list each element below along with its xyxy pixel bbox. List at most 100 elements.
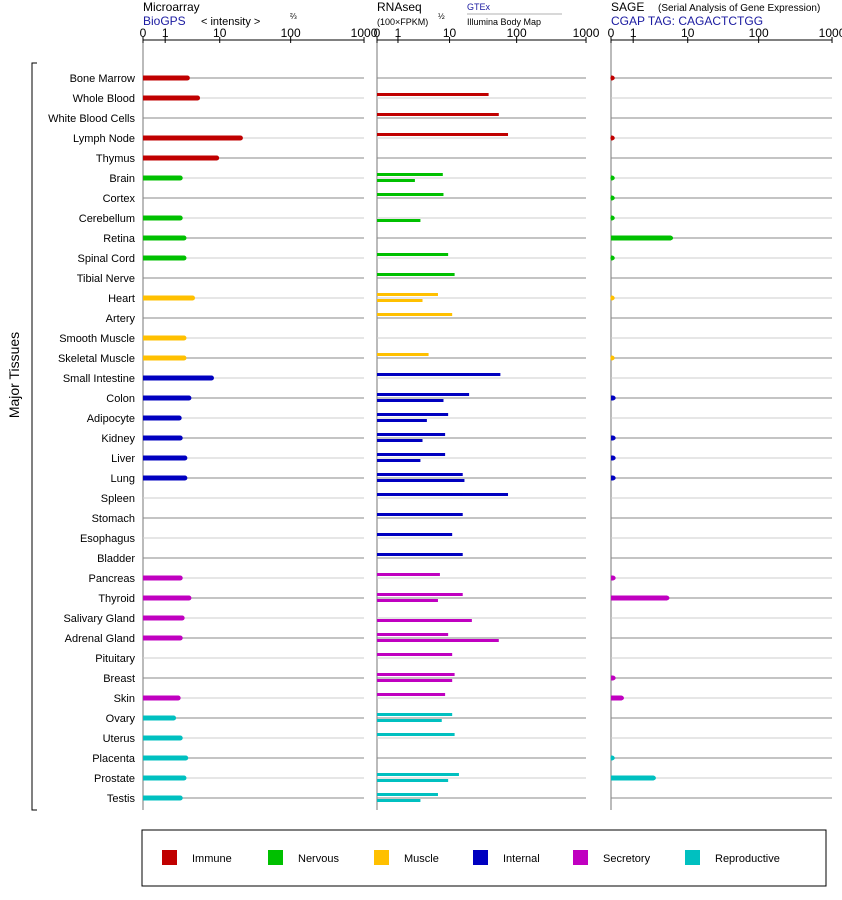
sage-bar-cap <box>610 135 615 141</box>
microarray-title: Microarray <box>143 0 200 14</box>
sage-bar-cap <box>611 435 616 441</box>
tissue-label: Breast <box>103 673 135 685</box>
microarray-bar-cap <box>177 175 183 181</box>
microarray-bar <box>143 295 193 301</box>
microarray-bar-cap <box>177 435 183 441</box>
microarray-bar-cap <box>177 215 183 221</box>
legend-swatch <box>473 850 488 865</box>
microarray-bar-cap <box>181 335 187 341</box>
tissue-label: Brain <box>109 173 135 185</box>
gtex-bar <box>377 593 463 596</box>
legend-label: Secretory <box>603 853 651 865</box>
microarray-tick-label: 10 <box>213 26 227 40</box>
sage-bar-cap <box>668 235 674 241</box>
tissue-label: Artery <box>106 313 136 325</box>
tissue-label: White Blood Cells <box>48 113 135 125</box>
sage-bar-cap <box>611 675 616 681</box>
microarray-tick-label: 0 <box>140 26 147 40</box>
tissue-label: Whole Blood <box>73 93 135 105</box>
microarray-bar-cap <box>177 795 183 801</box>
sage-bar-cap <box>665 595 670 601</box>
tissue-group-bracket <box>31 62 37 811</box>
microarray-bar-cap <box>237 135 243 141</box>
rnaseq-tick-label: 0 <box>374 26 381 40</box>
gtex-bar <box>377 173 443 176</box>
rnaseq-tick-label: 10 <box>443 26 457 40</box>
tissue-label: Retina <box>103 233 136 245</box>
tissue-label: Pituitary <box>95 653 135 665</box>
microarray-axis-note: < intensity > <box>201 16 260 28</box>
rnaseq-source-illumina: Illumina Body Map <box>467 17 541 27</box>
tissue-label: Thyroid <box>98 593 135 605</box>
tissue-rows: Bone Marrow Whole Blood White Blood Cells L… <box>48 73 832 805</box>
tissue-label: Uterus <box>103 733 136 745</box>
microarray-bar-cap <box>182 475 188 481</box>
illumina-bar <box>377 459 421 462</box>
illumina-bar <box>377 439 423 442</box>
gtex-bar <box>377 473 463 476</box>
tissue-label: Prostate <box>94 773 135 785</box>
microarray-bar <box>143 455 185 461</box>
legend-box <box>141 829 827 887</box>
gtex-bar <box>377 693 446 696</box>
microarray-bar <box>143 475 185 481</box>
gtex-bar <box>377 653 453 656</box>
gtex-bar <box>377 573 440 576</box>
gtex-bar <box>377 513 463 516</box>
microarray-bar <box>143 575 181 581</box>
sage-bar <box>611 695 622 701</box>
microarray-bar-cap <box>177 635 183 641</box>
sage-tick-label: 0 <box>608 26 615 40</box>
illumina-bar <box>377 399 444 402</box>
gtex-bar <box>377 413 449 416</box>
legend-label: Internal <box>503 853 540 865</box>
legend: Immune Nervous Muscle Internal Secretory Repr… <box>162 850 780 865</box>
sage-title-note: (Serial Analysis of Gene Expression) <box>658 3 820 14</box>
gtex-bar <box>377 293 438 296</box>
microarray-bar <box>143 155 217 161</box>
sage-bar-cap <box>611 455 616 461</box>
tissue-label: Cerebellum <box>79 213 135 225</box>
legend-label: Muscle <box>404 853 439 865</box>
tissue-label: Colon <box>106 393 135 405</box>
rnaseq-axis-note: (100×FPKM) <box>377 17 428 27</box>
sage-bar-cap <box>610 175 615 181</box>
sage-tag-line: CGAP TAG: CAGACTCTGG <box>611 14 763 28</box>
microarray-bar-cap <box>208 375 214 381</box>
tissue-label: Liver <box>111 453 135 465</box>
gtex-bar <box>377 673 455 676</box>
microarray-bar <box>143 375 212 381</box>
illumina-bar <box>377 419 427 422</box>
microarray-bar-cap <box>179 615 185 621</box>
rnaseq-tick-label: 1 <box>395 26 402 40</box>
illumina-bar <box>377 619 472 622</box>
tissue-label: Placenta <box>92 753 136 765</box>
microarray-bar <box>143 775 184 781</box>
y-group-label: Major Tissues <box>6 332 22 418</box>
tissue-label: Kidney <box>101 433 135 445</box>
tissue-label: Salivary Gland <box>63 613 135 625</box>
microarray-bar <box>143 635 181 641</box>
tissue-label: Ovary <box>106 713 136 725</box>
microarray-subtitle: BioGPS <box>143 14 186 28</box>
microarray-tick-label: 1000 <box>351 26 378 40</box>
microarray-bar <box>143 695 179 701</box>
gtex-bar <box>377 313 453 316</box>
sage-title: SAGE <box>611 0 644 14</box>
gtex-bar <box>377 133 509 136</box>
microarray-bar-cap <box>186 595 192 601</box>
microarray-bar <box>143 235 184 241</box>
microarray-bar <box>143 215 181 221</box>
sage-bar-cap <box>610 75 615 81</box>
illumina-bar <box>377 679 453 682</box>
illumina-bar <box>377 179 415 182</box>
tissue-label: Adrenal Gland <box>65 633 135 645</box>
gtex-bar <box>377 393 470 396</box>
microarray-bar <box>143 95 198 101</box>
tissue-label: Skeletal Muscle <box>58 353 135 365</box>
rnaseq-source-gtex: GTEx <box>467 2 491 12</box>
microarray-bar <box>143 335 184 341</box>
microarray-bar-cap <box>171 715 177 721</box>
sage-bar-cap <box>619 695 624 701</box>
